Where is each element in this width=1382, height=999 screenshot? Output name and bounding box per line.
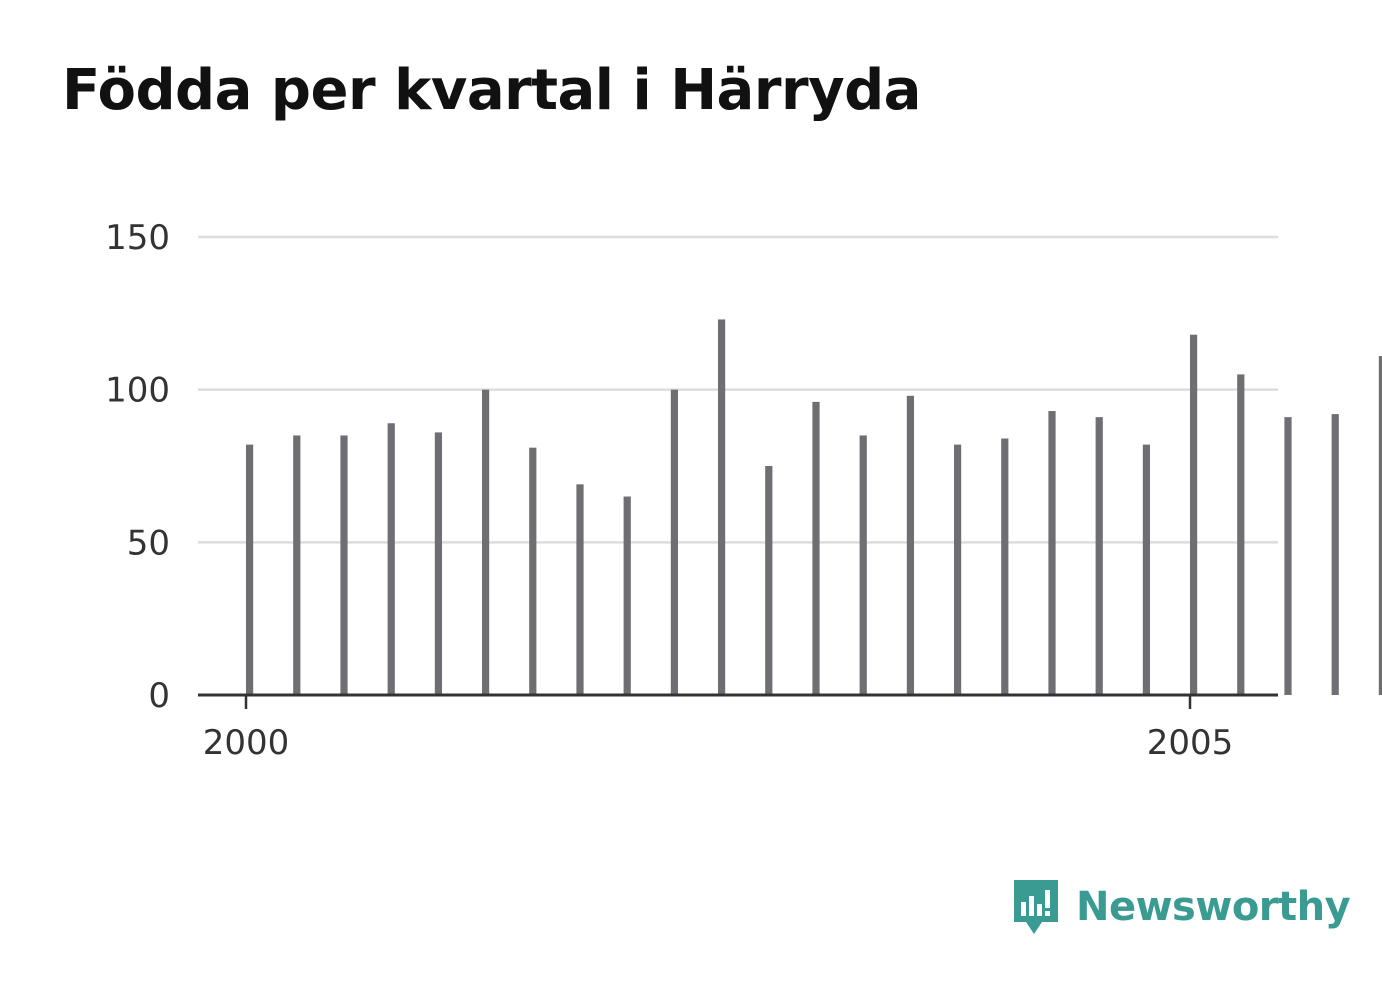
bar (1284, 417, 1292, 695)
newsworthy-logo-icon (1014, 880, 1058, 934)
bar (482, 389, 490, 695)
y-tick-label-0: 0 (148, 676, 170, 716)
bar (1142, 444, 1150, 695)
bar (434, 432, 442, 695)
bar (906, 395, 914, 695)
bar (859, 435, 867, 695)
axes: 050100150200020052010201520202025 (105, 218, 1278, 763)
y-tick-label-50: 50 (127, 523, 170, 563)
bar (293, 435, 301, 695)
bar (340, 435, 348, 695)
x-tick-label-2000: 2000 (203, 723, 290, 763)
x-tick-label-2005: 2005 (1147, 723, 1234, 763)
bar (1001, 438, 1009, 695)
brand-name: Newsworthy (1076, 884, 1351, 930)
bar (765, 466, 773, 695)
y-tick-label-100: 100 (105, 371, 170, 411)
bar (1331, 414, 1339, 695)
bar (576, 484, 584, 695)
bar (1378, 356, 1382, 695)
newsworthy-brand: Newsworthy (1010, 876, 1351, 938)
bar (1095, 417, 1103, 695)
chart-title: Födda per kvartal i Härryda (62, 58, 921, 123)
bar (623, 496, 631, 695)
bar (718, 319, 726, 695)
y-tick-label-150: 150 (105, 218, 170, 258)
bar (812, 401, 820, 695)
bar (670, 389, 678, 695)
bar (246, 444, 254, 695)
bar (954, 444, 962, 695)
bar (529, 447, 537, 695)
bars (246, 319, 1382, 695)
bar (1048, 411, 1056, 695)
gridlines (198, 235, 1278, 544)
bar (1190, 334, 1198, 695)
bar (1237, 374, 1245, 695)
bar (387, 423, 395, 695)
